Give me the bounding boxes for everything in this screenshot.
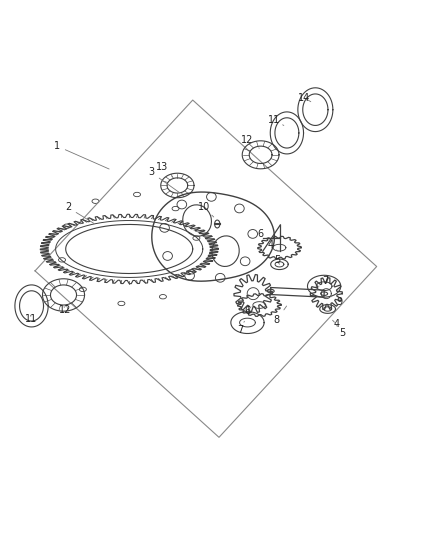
Text: 13: 13 [156,161,173,177]
Text: 7: 7 [319,276,328,286]
Text: 10: 10 [198,203,214,217]
Text: 3: 3 [148,167,180,192]
Text: 1: 1 [54,141,109,169]
Text: 12: 12 [241,135,259,148]
Text: 5: 5 [274,255,280,265]
Text: 11: 11 [25,314,38,324]
Text: 14: 14 [298,93,311,103]
Text: 4: 4 [268,240,278,251]
Text: 8: 8 [274,306,286,325]
Text: 6: 6 [244,306,251,316]
Text: 11: 11 [268,115,284,125]
Text: 4: 4 [332,319,339,329]
Text: 2: 2 [65,203,94,223]
Text: 7: 7 [237,321,244,335]
Text: 5: 5 [336,326,346,338]
Text: 12: 12 [59,305,71,316]
Text: 9: 9 [331,296,343,308]
Text: 6: 6 [258,229,271,241]
